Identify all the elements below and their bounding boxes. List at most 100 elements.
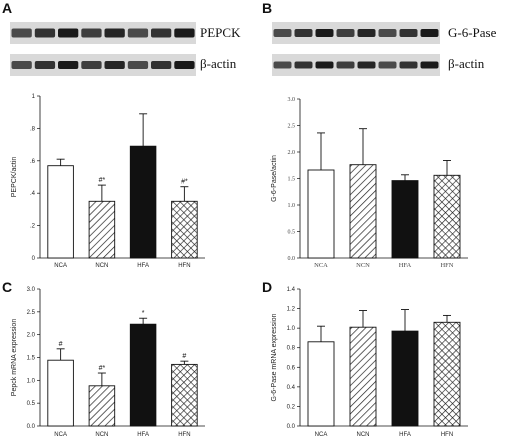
pepck-band-background [10, 22, 196, 44]
bar-a-ncn [88, 200, 116, 259]
bar-a-nca [47, 165, 74, 259]
blot-label-pepck: PEPCK [200, 25, 241, 40]
g6pase-band-lane-3 [315, 29, 334, 37]
actin-a-band-lane-4 [81, 61, 102, 69]
chart-d-g6pase-mrna: 0.0 0.2 0.4 0.6 0.8 1.0 1.2 1.4 G-6-Pase mRNA ex… [271, 287, 468, 438]
x-category-label-d: NCA [315, 432, 328, 438]
x-category-label-a: NCN [95, 263, 108, 269]
x-category-label-a: NCA [54, 263, 67, 269]
y-tick-label-c: 0.5 [27, 401, 36, 407]
bar-c-hfa [129, 323, 157, 427]
y-tick-label-b: 2.0 [288, 150, 296, 156]
g6pase-band-lane-8 [420, 29, 439, 37]
bar-d-nca [307, 341, 335, 427]
y-tick-label-c: 2.5 [27, 310, 36, 316]
bar-c-hfn [171, 363, 198, 427]
western-blot-a: PEPCK β-actin [10, 22, 241, 76]
y-tick-label-a: 0 [32, 256, 36, 262]
bar-c-ncn [88, 385, 116, 427]
y-tick-label-b: 0.5 [288, 230, 296, 236]
y-tick-label-c: 0.0 [27, 424, 36, 430]
pepck-band-lane-8 [174, 28, 195, 38]
bar-d-ncn [349, 326, 377, 427]
y-tick-label-a: .4 [30, 191, 36, 197]
y-tick-label-a: .8 [30, 126, 36, 132]
pepck-band-lane-1 [11, 28, 32, 38]
significance-mark-c-ncn: #* [99, 365, 106, 372]
significance-mark-c-hfa: * [142, 310, 145, 317]
y-tick-label-c: 1.0 [27, 378, 36, 384]
actin-b-band-lane-1 [273, 61, 292, 69]
blot-label-beta-actin-b: β-actin [448, 56, 485, 71]
y-axis-label-a: PEPCK/actin [11, 157, 18, 198]
pepck-band-lane-4 [81, 28, 102, 38]
actin-b-band-lane-7 [399, 61, 418, 69]
chart-a-pepck-actin: 0 .2 .4 .6 .8 1 PEPCK/actin NCA #* NCN HFA #* HFN [11, 94, 205, 269]
y-tick-label-d: 1.4 [287, 287, 296, 293]
bar-b-hfn [433, 174, 461, 259]
bar-d-hfn [433, 321, 461, 427]
actin-a-band-lane-7 [151, 61, 172, 69]
y-tick-label-b: 2.5 [288, 124, 296, 130]
y-tick-label-a: .6 [30, 159, 36, 165]
chart-b-g6pase-actin: 0.0 0.5 1.0 1.5 2.0 2.5 3.0 G-6-Pase/actin NCA NC… [271, 97, 468, 269]
y-axis-label-c: Pepck mRNA expression [11, 319, 18, 397]
bar-b-ncn [349, 164, 377, 259]
bar-b-nca [307, 169, 335, 259]
y-tick-label-d: 0.2 [287, 404, 296, 410]
bar-a-hfn [171, 200, 198, 259]
beta-actin-band-strip-a [10, 54, 196, 76]
panel-label-b: B [262, 0, 272, 16]
y-axis-label-d: G-6-Pase mRNA expression [271, 313, 278, 401]
beta-actin-band-strip-b [272, 54, 440, 76]
y-axis-label-b: G-6-Pase/actin [271, 155, 278, 202]
pepck-band-lane-3 [58, 28, 79, 38]
actin-a-band-lane-1 [11, 61, 32, 69]
g6pase-band-lane-6 [378, 29, 397, 37]
significance-mark-a-ncn: #* [99, 177, 106, 184]
y-tick-label-d: 0.6 [287, 365, 296, 371]
y-tick-label-d: 0.8 [287, 346, 296, 352]
y-tick-label-d: 1.2 [287, 307, 296, 313]
actin-b-band-background [272, 54, 440, 76]
g6pase-band-lane-4 [336, 29, 355, 37]
y-tick-label-d: 0.4 [287, 385, 296, 391]
x-category-label-c: HFN [178, 432, 190, 438]
y-tick-label-c: 3.0 [27, 287, 36, 293]
y-tick-label-c: 2.0 [27, 333, 36, 339]
pepck-band-strip [10, 22, 196, 44]
y-tick-label-c: 1.5 [27, 356, 36, 362]
bar-b-hfa [391, 180, 419, 259]
x-category-label-b: HFA [399, 262, 412, 269]
x-category-label-c: NCA [54, 432, 67, 438]
panel-label-c: C [2, 279, 12, 295]
actin-a-band-lane-8 [174, 61, 195, 69]
actin-a-band-lane-3 [58, 61, 79, 69]
actin-b-band-lane-2 [294, 61, 313, 69]
panel-label-a: A [2, 0, 12, 16]
pepck-band-lane-2 [34, 28, 56, 38]
actin-a-band-lane-2 [34, 61, 56, 69]
panel-label-d: D [262, 279, 272, 295]
x-category-label-c: NCN [95, 432, 108, 438]
g6pase-band-lane-1 [273, 29, 292, 37]
x-category-label-d: NCN [357, 432, 370, 438]
pepck-band-lane-5 [104, 28, 125, 38]
actin-a-band-lane-5 [104, 61, 125, 69]
y-tick-label-a: 1 [32, 94, 36, 100]
y-tick-label-d: 0.0 [287, 424, 296, 430]
x-category-label-a: HFA [137, 263, 149, 269]
pepck-band-lane-7 [151, 28, 172, 38]
x-category-label-b: HFN [440, 262, 453, 269]
actin-b-band-lane-3 [315, 61, 334, 69]
g6pase-band-lane-2 [294, 29, 313, 37]
g6pase-band-lane-7 [399, 29, 418, 37]
significance-mark-a-hfn: #* [181, 179, 188, 186]
blot-label-g6pase: G-6-Pase [448, 25, 497, 40]
x-category-label-d: HFN [441, 432, 453, 438]
significance-mark-c-nca: # [59, 341, 63, 348]
actin-b-band-lane-4 [336, 61, 355, 69]
bar-a-hfa [129, 145, 157, 259]
g6pase-band-lane-5 [357, 29, 376, 37]
